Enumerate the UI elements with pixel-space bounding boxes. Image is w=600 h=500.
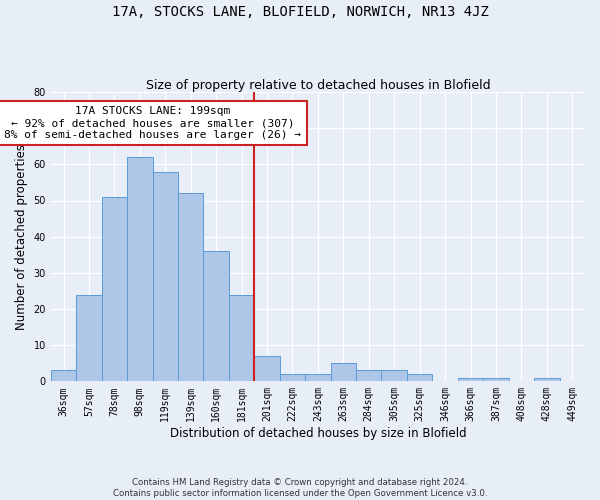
Bar	[534, 378, 560, 382]
X-axis label: Distribution of detached houses by size in Blofield: Distribution of detached houses by size …	[170, 427, 466, 440]
Bar	[331, 363, 356, 382]
Bar	[152, 172, 178, 382]
Bar	[407, 374, 433, 382]
Bar	[483, 378, 509, 382]
Bar	[178, 194, 203, 382]
Y-axis label: Number of detached properties: Number of detached properties	[15, 144, 28, 330]
Bar	[76, 294, 101, 382]
Bar	[254, 356, 280, 382]
Bar	[229, 294, 254, 382]
Bar	[203, 251, 229, 382]
Bar	[127, 157, 152, 382]
Text: 17A, STOCKS LANE, BLOFIELD, NORWICH, NR13 4JZ: 17A, STOCKS LANE, BLOFIELD, NORWICH, NR1…	[112, 5, 488, 19]
Text: Contains HM Land Registry data © Crown copyright and database right 2024.
Contai: Contains HM Land Registry data © Crown c…	[113, 478, 487, 498]
Bar	[280, 374, 305, 382]
Bar	[356, 370, 382, 382]
Bar	[382, 370, 407, 382]
Text: 17A STOCKS LANE: 199sqm
← 92% of detached houses are smaller (307)
8% of semi-de: 17A STOCKS LANE: 199sqm ← 92% of detache…	[4, 106, 301, 140]
Bar	[101, 197, 127, 382]
Bar	[305, 374, 331, 382]
Bar	[51, 370, 76, 382]
Title: Size of property relative to detached houses in Blofield: Size of property relative to detached ho…	[146, 79, 490, 92]
Bar	[458, 378, 483, 382]
